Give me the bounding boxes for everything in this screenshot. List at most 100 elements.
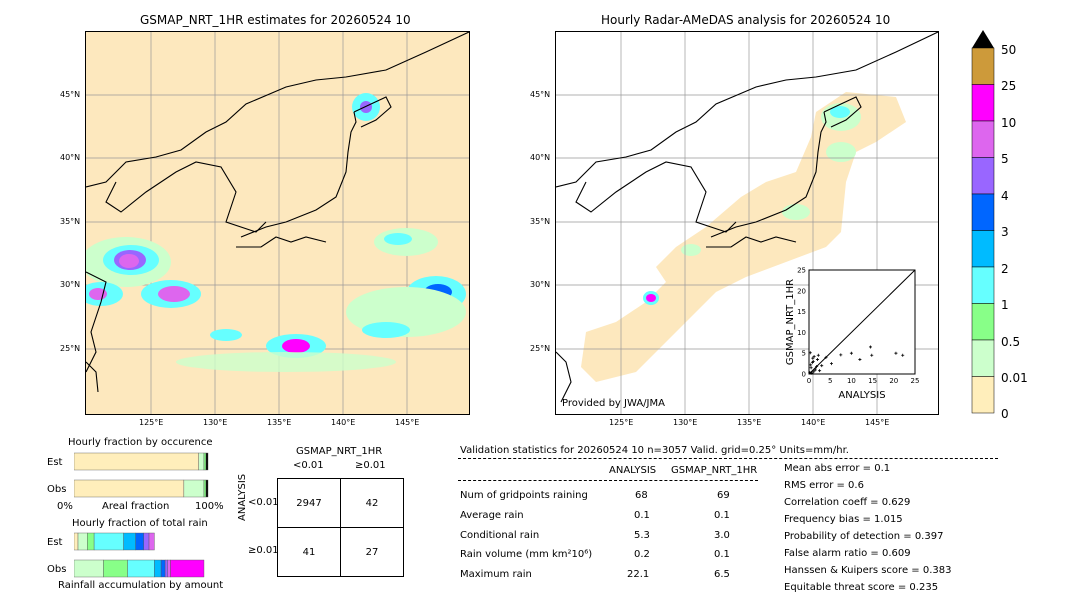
scatter-point <box>812 355 816 359</box>
colorbar-block <box>971 303 995 341</box>
scatter-y-tick: 15 <box>797 308 806 316</box>
occurrence-segment <box>205 479 209 498</box>
scatter-y-tick: 5 <box>802 350 806 358</box>
total-rain-title: Hourly fraction of total rain <box>72 518 208 529</box>
contingency-row-label: ≥0.01 <box>248 545 279 556</box>
stat-label: Conditional rain <box>460 530 540 541</box>
contingency-row-axis-label: ANALYSIS <box>237 473 248 521</box>
total-rain-segment <box>123 532 136 551</box>
scatter-point <box>809 366 813 370</box>
colorbar-label: 25 <box>1001 79 1017 93</box>
coastlines-left <box>86 32 469 393</box>
stat-label: Num of gridpoints raining <box>460 490 588 501</box>
total-rain-obs-label: Obs <box>47 564 67 575</box>
scatter-point <box>870 353 874 357</box>
scatter-point <box>829 362 833 366</box>
rain-patches-left <box>86 93 466 372</box>
provider-credit: Provided by JWA/JMA <box>562 398 665 409</box>
total-rain-segment <box>148 532 155 551</box>
occurrence-xlabel: Areal fraction <box>102 501 170 512</box>
occurrence-obs-label: Obs <box>47 484 67 495</box>
occurrence-bars <box>74 452 209 498</box>
contingency-cell: 42 <box>340 478 404 528</box>
lon-label: 130°E <box>203 418 228 427</box>
colorbar-block <box>971 120 995 158</box>
scatter-point <box>858 357 862 361</box>
analysis-col-header: ANALYSIS <box>609 465 657 476</box>
total-rain-segment <box>74 532 79 551</box>
occurrence-segment <box>203 479 207 498</box>
scatter-y-tick: 10 <box>797 329 806 337</box>
scatter-points <box>808 345 905 375</box>
right-map: Provided by JWA/JMA <box>555 31 939 415</box>
contingency-col-label: <0.01 <box>293 460 324 471</box>
scatter-point <box>816 353 820 357</box>
coastlines-right <box>556 32 938 403</box>
score-line: Frequency bias = 1.015 <box>784 514 903 525</box>
colorbar-label: 3 <box>1001 225 1009 239</box>
lon-label: 145°E <box>395 418 420 427</box>
total-rain-xlabel: Rainfall accumulation by amount <box>58 580 224 591</box>
total-rain-segment <box>164 559 169 578</box>
scatter-point <box>868 345 872 349</box>
scatter-x-tick: 20 <box>889 377 898 385</box>
colorbar-label: 5 <box>1001 152 1009 166</box>
score-line: Hanssen & Kuipers score = 0.383 <box>784 565 952 576</box>
lat-label: 45°N <box>60 90 81 99</box>
colorbar-block <box>971 193 995 231</box>
occurrence-est-label: Est <box>47 457 63 468</box>
colorbar-block <box>971 230 995 268</box>
total-rain-segment <box>160 559 166 578</box>
contingency-cell: 27 <box>340 527 404 577</box>
total-rain-segment <box>77 532 88 551</box>
table-divider <box>458 480 758 481</box>
scatter-x-tick: 15 <box>868 377 877 385</box>
right-map-title: Hourly Radar-AMeDAS analysis for 2026052… <box>601 13 891 27</box>
scatter-point <box>901 353 905 357</box>
scatter-y-tick: 25 <box>797 267 806 275</box>
contingency-row-label: <0.01 <box>248 497 279 508</box>
scatter-point <box>811 370 815 374</box>
scatter-point <box>818 369 822 373</box>
score-line: Mean abs error = 0.1 <box>784 463 891 474</box>
stat-label: Maximum rain <box>460 569 532 580</box>
colorbar-label: 4 <box>1001 189 1009 203</box>
scatter-x-tick: 5 <box>828 377 832 385</box>
colorbar-label: 0.01 <box>1001 371 1028 385</box>
lat-label: 30°N <box>530 280 551 289</box>
lon-label: 125°E <box>609 418 634 427</box>
total-rain-segment <box>167 559 171 578</box>
gsmap-col-header: GSMAP_NRT_1HR <box>671 465 758 476</box>
validation-header: Validation statistics for 20260524 10 n=… <box>460 445 849 456</box>
colorbar-block <box>971 157 995 195</box>
lon-label: 130°E <box>673 418 698 427</box>
total-rain-segment <box>170 559 205 578</box>
scatter-point <box>894 351 898 355</box>
scatter-point <box>811 360 815 364</box>
stat-analysis: 22.1 <box>627 569 650 580</box>
scatter-ylabel: GSMAP_NRT_1HR <box>785 279 796 365</box>
right-map-canvas <box>556 32 938 414</box>
colorbar-block <box>971 376 995 414</box>
stat-gsmap: 6.5 <box>714 569 730 580</box>
score-line: RMS error = 0.6 <box>784 480 864 491</box>
scatter-diagonal <box>808 269 916 375</box>
stat-label: Rain volume (mm km²10⁶) <box>460 549 593 560</box>
scatter-ticks: 0 5 10 15 20 25 0 5 10 15 20 25 <box>797 267 919 386</box>
score-line: Equitable threat score = 0.235 <box>784 582 939 593</box>
occurrence-segment <box>74 452 199 471</box>
scatter-point <box>813 368 817 372</box>
contingency-title: GSMAP_NRT_1HR <box>296 446 383 457</box>
lat-label: 35°N <box>60 217 81 226</box>
total-rain-est-label: Est <box>47 537 63 548</box>
lat-label: 25°N <box>530 344 551 353</box>
occurrence-chart <box>74 452 209 498</box>
scatter-x-tick: 0 <box>807 377 811 385</box>
left-map <box>85 31 470 415</box>
lon-label: 145°E <box>865 418 890 427</box>
lon-label: 140°E <box>801 418 826 427</box>
colorbar-label: 10 <box>1001 116 1017 130</box>
stat-gsmap: 69 <box>717 490 730 501</box>
colorbar-blocks <box>971 47 995 414</box>
contingency-cell: 41 <box>277 527 341 577</box>
